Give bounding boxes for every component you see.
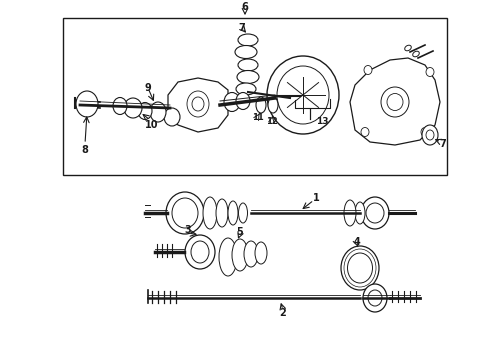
Text: 8: 8 [81, 145, 88, 155]
Ellipse shape [255, 242, 267, 264]
Ellipse shape [219, 238, 237, 276]
Ellipse shape [268, 97, 278, 113]
Ellipse shape [236, 93, 250, 109]
Text: 12: 12 [266, 117, 278, 126]
Bar [63, 18, 447, 175]
Text: 3: 3 [185, 225, 192, 235]
Ellipse shape [192, 97, 204, 111]
Text: 1: 1 [313, 193, 319, 203]
Ellipse shape [201, 93, 219, 115]
Ellipse shape [361, 197, 389, 229]
Ellipse shape [216, 199, 228, 227]
Ellipse shape [413, 51, 419, 57]
Ellipse shape [244, 241, 258, 267]
Ellipse shape [172, 198, 198, 228]
Polygon shape [168, 78, 228, 132]
Ellipse shape [235, 45, 257, 58]
Ellipse shape [363, 284, 387, 312]
Text: 7: 7 [239, 23, 245, 33]
Ellipse shape [426, 130, 434, 140]
Text: 5: 5 [237, 227, 244, 237]
Polygon shape [350, 58, 440, 145]
Ellipse shape [256, 97, 266, 113]
Ellipse shape [76, 91, 98, 117]
Ellipse shape [164, 108, 180, 126]
Ellipse shape [113, 98, 127, 114]
Text: 4: 4 [354, 237, 360, 247]
Ellipse shape [224, 93, 240, 112]
Ellipse shape [368, 290, 382, 306]
Ellipse shape [238, 59, 258, 71]
Ellipse shape [426, 68, 434, 77]
Text: 9: 9 [145, 83, 151, 93]
Ellipse shape [405, 45, 411, 51]
Ellipse shape [341, 246, 379, 290]
Text: 11: 11 [252, 113, 264, 122]
Ellipse shape [387, 94, 403, 111]
Ellipse shape [124, 98, 142, 118]
Text: 2: 2 [280, 308, 286, 318]
Ellipse shape [381, 87, 409, 117]
Ellipse shape [361, 127, 369, 136]
Ellipse shape [355, 202, 365, 224]
Ellipse shape [267, 56, 339, 134]
Text: 7: 7 [440, 139, 446, 149]
Ellipse shape [366, 203, 384, 223]
Ellipse shape [422, 125, 438, 145]
Ellipse shape [421, 127, 429, 136]
Ellipse shape [347, 253, 372, 283]
Ellipse shape [344, 200, 356, 226]
Ellipse shape [277, 66, 329, 124]
Ellipse shape [205, 98, 215, 111]
Ellipse shape [236, 83, 256, 95]
Ellipse shape [238, 34, 258, 46]
Ellipse shape [150, 102, 166, 122]
Ellipse shape [228, 201, 238, 225]
Ellipse shape [185, 235, 215, 269]
Ellipse shape [239, 203, 247, 223]
Ellipse shape [166, 192, 204, 234]
Text: 13: 13 [316, 117, 328, 126]
Ellipse shape [237, 71, 259, 84]
Text: 6: 6 [242, 2, 248, 12]
Ellipse shape [191, 241, 209, 263]
Ellipse shape [187, 91, 209, 117]
Ellipse shape [232, 239, 248, 271]
Text: 10: 10 [145, 120, 159, 130]
Ellipse shape [138, 103, 152, 120]
Ellipse shape [203, 197, 217, 229]
Ellipse shape [364, 66, 372, 75]
